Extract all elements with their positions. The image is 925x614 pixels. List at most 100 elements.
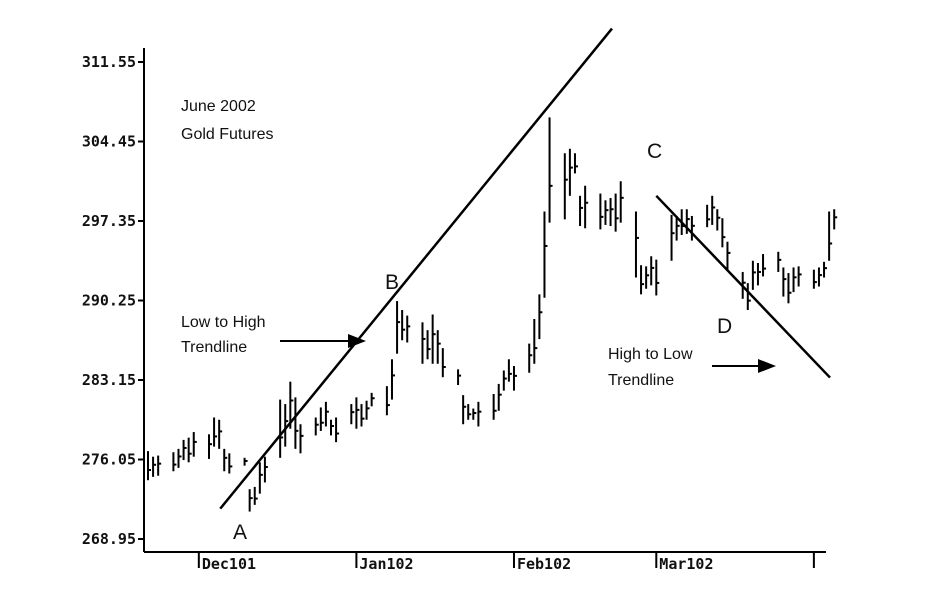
chart-title-line-2: Gold Futures	[181, 126, 273, 143]
price-bar	[207, 434, 212, 459]
price-bar	[335, 417, 340, 443]
price-bar	[329, 419, 334, 436]
price-bar	[543, 211, 548, 298]
annotation-high-low-line-1: High to Low	[608, 346, 693, 363]
price-bar	[573, 153, 578, 174]
x-tick-label: Mar102	[659, 555, 713, 573]
price-bar	[390, 359, 395, 400]
price-bar	[817, 267, 822, 287]
price-bar	[319, 407, 324, 431]
price-bar	[528, 343, 533, 373]
price-bar	[604, 200, 609, 225]
price-bar	[426, 330, 431, 360]
price-bar	[182, 439, 187, 461]
price-bar	[396, 301, 401, 354]
trendline-high-to-low	[655, 194, 831, 379]
y-tick-label: 276.05	[82, 451, 136, 469]
price-bar	[324, 401, 329, 427]
price-bar	[172, 452, 177, 472]
price-bar	[355, 397, 360, 429]
price-bar	[228, 453, 233, 474]
price-bar	[538, 294, 543, 340]
y-tick-label: 304.45	[82, 133, 136, 151]
price-bar	[314, 417, 319, 436]
x-ticks: Dec101 Jan102 Feb102 Mar102	[197, 552, 815, 573]
price-bar	[477, 401, 482, 427]
price-bar	[711, 195, 716, 225]
price-bar	[609, 198, 614, 227]
price-bar	[675, 215, 680, 241]
price-bar	[223, 448, 228, 472]
price-bar	[614, 193, 619, 232]
price-bar	[299, 424, 304, 454]
trendlines	[219, 27, 831, 510]
price-bar	[177, 448, 182, 468]
point-label-c: C	[647, 140, 662, 163]
price-bar	[263, 456, 268, 483]
price-bar	[584, 185, 589, 229]
price-bar	[563, 153, 568, 220]
price-bar	[533, 318, 538, 364]
price-bar	[360, 404, 365, 427]
price-bar	[157, 455, 162, 476]
price-bar	[401, 310, 406, 341]
price-bar	[279, 399, 284, 458]
price-bar	[147, 451, 151, 481]
price-bar	[599, 193, 604, 230]
price-bar	[548, 117, 553, 223]
price-bar	[650, 256, 655, 286]
price-bar	[726, 241, 731, 270]
point-label-b: B	[385, 271, 399, 294]
x-tick-label: Dec101	[202, 555, 256, 573]
x-tick-label: Jan102	[359, 555, 413, 573]
price-bar	[751, 260, 756, 290]
price-bar	[690, 215, 695, 241]
price-bar	[812, 269, 817, 289]
price-bar	[685, 209, 690, 234]
price-bar	[756, 262, 761, 286]
price-bars	[147, 117, 838, 512]
point-label-a: A	[233, 521, 247, 544]
price-bar	[253, 486, 258, 505]
price-bar	[467, 404, 472, 420]
price-bar	[579, 195, 584, 227]
price-bar	[640, 265, 645, 295]
price-bar	[406, 315, 411, 343]
price-bar	[284, 404, 289, 447]
price-bar	[828, 211, 833, 261]
price-bar	[716, 209, 721, 231]
price-bar	[497, 383, 502, 411]
price-bar	[436, 330, 441, 364]
price-bar	[782, 267, 787, 297]
price-bar	[777, 251, 782, 272]
price-bar	[634, 211, 639, 278]
y-tick-label: 283.15	[82, 371, 136, 389]
annotation-high-low-line-2: Trendline	[608, 372, 674, 389]
price-bar	[787, 273, 792, 304]
price-bar	[187, 437, 192, 463]
price-bar	[670, 214, 675, 261]
annotation-high-low-arrow	[712, 359, 776, 373]
price-bar	[492, 393, 497, 420]
price-bar	[213, 417, 218, 447]
y-ticks: 311.55 304.45 297.35 290.25 283.15 276.05 268.…	[82, 53, 144, 548]
y-tick-label: 290.25	[82, 292, 136, 310]
price-bar	[243, 457, 248, 466]
price-bar	[258, 462, 263, 494]
price-bar	[152, 456, 157, 477]
annotation-low-high-line-2: Trendline	[181, 339, 247, 356]
price-bar	[462, 395, 467, 425]
price-bar	[833, 209, 838, 230]
price-bar	[762, 254, 767, 277]
price-bar	[655, 259, 660, 296]
chart-title-line-1: June 2002	[181, 98, 256, 115]
price-bar	[502, 370, 507, 391]
price-bar	[619, 181, 624, 223]
y-tick-label: 268.95	[82, 530, 136, 548]
price-bar	[797, 266, 802, 287]
price-bar	[421, 322, 426, 364]
x-tick-label: Feb102	[517, 555, 571, 573]
annotation-low-high-line-1: Low to High	[181, 314, 266, 331]
y-tick-label: 311.55	[82, 53, 136, 71]
